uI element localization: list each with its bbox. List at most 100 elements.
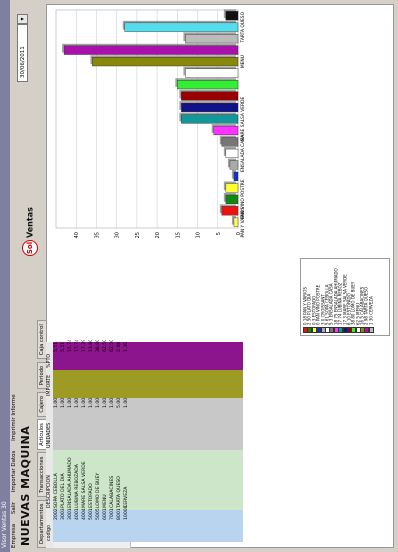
header-pct[interactable]: %PTO — [47, 353, 52, 368]
menu-imprimir-informe[interactable]: Imprimir Informe — [11, 394, 17, 441]
cell-units: 1.00 — [82, 397, 87, 408]
header-desc[interactable]: DESCRIPCION — [47, 475, 52, 508]
header-code[interactable]: codigo — [47, 525, 52, 541]
legend-label: 1 30 CERVEZA — [368, 296, 374, 325]
cell-units: 1.00 — [89, 397, 94, 408]
cell-desc: MARE SALSA VERDE — [82, 461, 87, 508]
bar — [221, 137, 239, 147]
cell-code: 3001 — [68, 508, 73, 520]
bar — [225, 194, 239, 204]
menu-bar: Empresa Salir Importar Datos Imprimir In… — [10, 0, 19, 552]
y-tick-label: 35 — [94, 232, 100, 238]
row-selector[interactable] — [123, 542, 131, 548]
date-picker-field[interactable]: 30/06/2011 — [17, 24, 28, 82]
app-logo: Sol Ventas — [22, 207, 38, 256]
tab-caja-control[interactable]: Caja control — [37, 320, 46, 360]
bar — [181, 91, 239, 101]
cell-pct: 13.80 — [89, 338, 94, 352]
bar — [181, 114, 239, 124]
bar — [213, 125, 239, 136]
cell-desc: SOPA CEBOLLA — [54, 473, 59, 508]
bar — [233, 171, 239, 181]
cell-units: 1.00 — [54, 397, 59, 408]
x-tick-label: MENU — [240, 55, 246, 68]
cell-code: 4004 — [82, 508, 87, 520]
page-title: NUEVAS MAQUINA — [19, 425, 32, 546]
cell-units: 1.00 — [103, 397, 108, 408]
cell-desc: CERVEZA — [124, 486, 129, 508]
imp-column — [53, 370, 243, 398]
x-tick-label: PAN VINO POSTRE — [240, 179, 246, 219]
cell-pct: 15.74 — [68, 338, 73, 352]
y-tick-label: 15 — [175, 232, 181, 238]
legend-swatch — [368, 327, 374, 333]
y-tick-label: 0 — [236, 232, 242, 235]
y-tick-label: 5 — [216, 232, 222, 235]
cell-units: 1.00 — [124, 397, 129, 408]
cell-code: 6001 — [103, 508, 108, 520]
x-tick-label: MARE SALSA VERDE — [240, 96, 246, 141]
bar — [181, 102, 239, 113]
cell-units: 1.00 — [96, 397, 101, 408]
cell-desc: TARTA QUESO — [117, 476, 122, 508]
legend-item: 1 30 CERVEZA — [368, 261, 374, 333]
logo-icon: Sol — [22, 240, 38, 256]
tab-cajero[interactable]: Cajero — [37, 391, 46, 417]
menu-importar-datos[interactable]: Importar Datos — [11, 450, 17, 493]
window-title: Visor Ventas 30 — [0, 0, 10, 552]
cell-units: 1.00 — [68, 397, 73, 408]
cell-desc: ENSALADA AHUMADO — [68, 457, 73, 508]
bar — [124, 22, 239, 32]
tab-departamentos[interactable]: Departamentos — [37, 499, 46, 548]
cell-units: 5.00 — [117, 397, 122, 408]
chart-legend: 0 18 PAN Y VARIOS 2 50 PLATO DIA 0 3 ESTOF… — [300, 258, 390, 336]
cell-desc: MENU — [103, 494, 108, 508]
cell-pct: 62.50 — [110, 338, 115, 352]
cell-pct: 5.51 — [54, 341, 59, 352]
articles-grid: codigo DESCRIPCION UNIDADES IMPORTE %PTO… — [46, 338, 394, 548]
cell-pct: 17.74 — [75, 338, 80, 352]
cell-pct: 38.80 — [96, 338, 101, 352]
bar — [185, 34, 239, 44]
cell-pct: 17.39 — [82, 338, 87, 352]
cell-pct: 2.98 — [117, 341, 122, 352]
tab-articulos[interactable]: Articulos — [37, 419, 46, 450]
cell-desc: CALABACINES — [110, 475, 115, 508]
tab-periodo[interactable]: Periodo — [37, 361, 46, 390]
cell-code: 2002 — [54, 508, 59, 520]
bar — [92, 57, 239, 67]
header-units[interactable]: UNIDADES — [47, 422, 52, 448]
bar — [225, 11, 239, 21]
bar — [177, 80, 239, 90]
logo-text: Ventas — [25, 207, 35, 238]
cell-code: 4001 — [75, 508, 80, 520]
y-tick-label: 10 — [196, 232, 202, 238]
date-dropdown-icon[interactable]: ▾ — [17, 14, 28, 24]
cell-code: 5005 — [96, 508, 101, 520]
tab-bar: Departamentos Transacciones Articulos Ca… — [37, 319, 46, 548]
header-imp[interactable]: IMPORTE — [47, 374, 52, 396]
cell-units: 1.00 — [110, 397, 115, 408]
cell-pct: 1.30 — [124, 341, 129, 352]
bar — [63, 45, 239, 55]
bar — [221, 206, 239, 216]
bar — [225, 148, 239, 158]
cell-pct: 62.50 — [103, 338, 108, 352]
bar — [233, 217, 239, 227]
cell-units: 1.00 — [75, 397, 80, 408]
cell-code: 3003 — [61, 508, 66, 520]
cell-desc: ESTOFADO — [89, 483, 94, 508]
cell-pct: 5.51 — [61, 341, 66, 352]
menu-salir[interactable]: Salir — [11, 501, 17, 515]
menu-empresa[interactable]: Empresa — [11, 523, 17, 548]
x-tick-label: ENSALADA CASA — [240, 135, 246, 172]
tab-transacciones[interactable]: Transacciones — [37, 452, 46, 497]
y-tick-label: 40 — [74, 232, 80, 238]
x-tick-label: PAN Y VARIOS — [240, 207, 246, 238]
y-tick-label: 30 — [115, 232, 121, 238]
cell-desc: LUBINA REBOZADA — [75, 464, 80, 508]
cell-code: 8001 — [117, 508, 122, 520]
y-tick-label: 25 — [135, 232, 141, 238]
